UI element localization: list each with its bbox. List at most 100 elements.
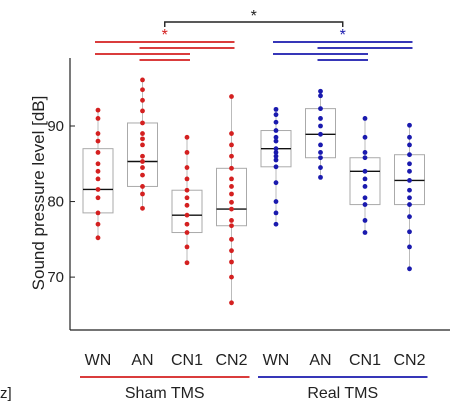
between-group-star: * — [251, 8, 257, 25]
data-point — [407, 266, 412, 272]
data-point — [362, 150, 368, 155]
data-point — [229, 131, 234, 136]
data-point — [362, 230, 368, 235]
group-label-0: Sham TMS — [125, 385, 205, 402]
data-point — [229, 236, 234, 242]
data-point — [362, 184, 368, 189]
data-point — [95, 107, 101, 113]
data-point — [273, 180, 279, 186]
data-point — [407, 168, 412, 174]
data-point — [184, 202, 190, 208]
data-point — [229, 165, 234, 171]
data-point — [229, 184, 234, 189]
data-point — [95, 150, 101, 155]
data-point — [318, 116, 323, 121]
data-point — [229, 191, 234, 197]
group-label-1: Real TMS — [307, 385, 378, 402]
within-group-star-1: * — [340, 27, 346, 44]
data-point — [184, 150, 190, 155]
data-point — [407, 161, 412, 167]
data-point — [229, 206, 234, 212]
data-point — [95, 161, 101, 167]
data-point — [184, 187, 190, 193]
category-label-1: AN — [131, 352, 153, 369]
data-point — [140, 136, 145, 142]
data-point — [229, 259, 234, 265]
data-point — [318, 88, 323, 94]
box-2 — [171, 134, 203, 266]
data-point — [184, 134, 190, 140]
data-point — [184, 244, 190, 250]
data-point — [273, 199, 279, 204]
data-point — [140, 77, 145, 83]
data-point — [229, 218, 234, 223]
data-point — [362, 155, 368, 161]
data-point — [95, 131, 101, 136]
data-point — [362, 176, 368, 182]
data-point — [140, 87, 145, 93]
data-point — [229, 94, 234, 99]
box-5 — [305, 88, 336, 180]
data-point — [95, 187, 101, 192]
data-point — [273, 106, 279, 112]
data-point — [318, 142, 323, 148]
data-point — [140, 97, 145, 103]
data-point — [140, 172, 145, 178]
box-0 — [82, 107, 114, 241]
data-point — [229, 300, 234, 306]
data-point — [95, 195, 101, 201]
data-point — [95, 210, 101, 216]
data-point — [184, 195, 190, 201]
significance-layer: * * * — [95, 8, 413, 61]
data-point — [95, 221, 101, 227]
within-group-star-0: * — [162, 27, 168, 44]
y-axis-title: Sound pressure level [dB] — [29, 96, 48, 291]
data-point — [318, 123, 323, 129]
box-7 — [394, 122, 425, 272]
data-point — [318, 106, 323, 112]
data-point — [184, 260, 190, 266]
data-point — [318, 150, 323, 155]
data-point — [229, 223, 234, 229]
y-tick-label-70: 70 — [47, 269, 64, 286]
data-point — [407, 214, 412, 220]
data-point — [140, 165, 145, 170]
data-point — [273, 221, 279, 227]
data-point — [140, 205, 145, 211]
data-point — [362, 218, 368, 223]
data-point — [95, 138, 101, 144]
data-point — [140, 184, 145, 189]
category-label-0: WN — [85, 352, 112, 369]
data-point — [273, 164, 279, 170]
data-point — [407, 244, 412, 250]
data-point — [229, 176, 234, 182]
data-point — [229, 153, 234, 159]
data-point — [362, 168, 368, 174]
data-point — [273, 210, 279, 216]
category-label-2: CN1 — [171, 352, 203, 369]
labels-layer: WN AN CN1 CN2 WN AN CN1 CN2 Sham TMS Real TMS — [80, 352, 428, 402]
category-label-6: CN1 — [349, 352, 381, 369]
box-1 — [127, 77, 158, 211]
category-label-7: CN2 — [393, 352, 425, 369]
data-point — [140, 153, 145, 159]
data-point — [362, 116, 368, 121]
between-group-bracket — [164, 21, 344, 27]
data-point — [407, 178, 412, 183]
data-point — [140, 191, 145, 197]
box-6 — [349, 116, 381, 235]
data-point — [407, 122, 412, 128]
data-point — [229, 248, 234, 254]
data-point — [407, 195, 412, 201]
box-4 — [260, 106, 292, 227]
y-tick-label-80: 80 — [47, 194, 64, 211]
box-3 — [216, 94, 247, 306]
boxes-layer — [82, 77, 425, 306]
data-point — [273, 153, 279, 159]
data-point — [229, 142, 234, 148]
data-point — [229, 199, 234, 205]
corner-fragment-label: z] — [0, 385, 12, 402]
data-point — [95, 168, 101, 174]
data-point — [362, 195, 368, 201]
